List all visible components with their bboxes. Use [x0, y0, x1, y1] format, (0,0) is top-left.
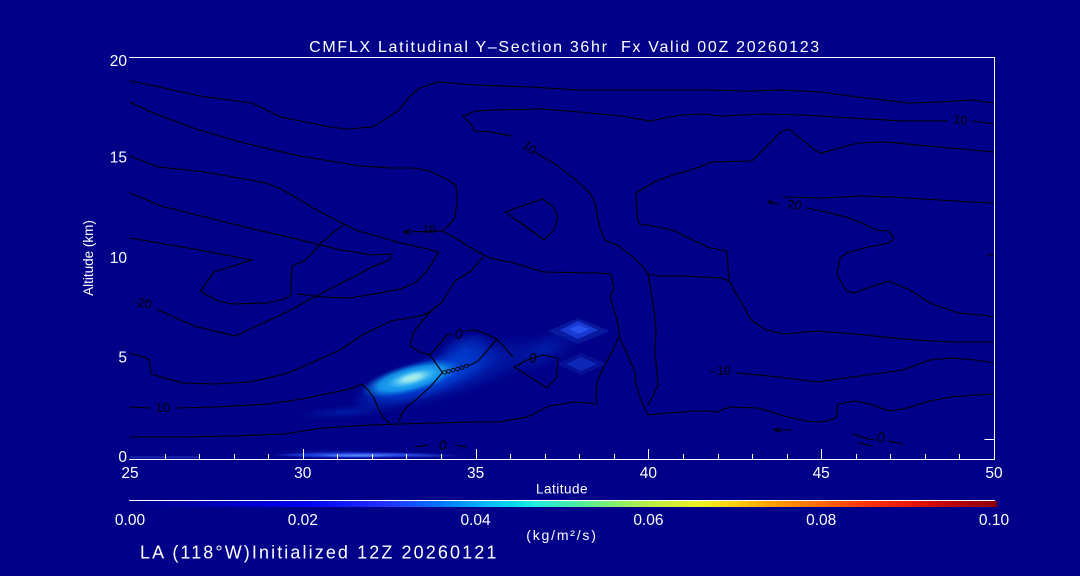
svg-text:10: 10	[520, 138, 540, 158]
svg-text:LA (118°W)Initialized 12Z 2026: LA (118°W)Initialized 12Z 20260121	[140, 543, 498, 563]
svg-text:5: 5	[118, 350, 127, 367]
svg-text:20: 20	[787, 197, 803, 213]
svg-text:10: 10	[110, 250, 128, 267]
svg-text:45: 45	[813, 465, 830, 482]
svg-text:15: 15	[110, 150, 127, 167]
svg-text:0.06: 0.06	[633, 512, 663, 529]
svg-text:10: 10	[156, 401, 170, 415]
svg-text:Latitude: Latitude	[536, 482, 588, 497]
svg-text:CMFLX Latitudinal Y–Section 36: CMFLX Latitudinal Y–Section 36hr Fx Vali…	[309, 39, 821, 56]
svg-text:0.00: 0.00	[115, 512, 146, 529]
svg-text:10: 10	[717, 364, 731, 378]
svg-text:0: 0	[118, 449, 127, 466]
svg-text:35: 35	[467, 465, 484, 482]
svg-text:0.08: 0.08	[806, 512, 836, 529]
svg-text:50: 50	[985, 465, 1003, 482]
svg-text:10: 10	[953, 112, 969, 128]
svg-text:Altitude (km): Altitude (km)	[81, 220, 96, 296]
svg-text:10: 10	[422, 223, 436, 236]
svg-text:30: 30	[294, 465, 312, 482]
svg-text:25: 25	[121, 465, 138, 482]
svg-text:0.02: 0.02	[288, 512, 318, 529]
svg-text:0.10: 0.10	[979, 512, 1010, 529]
svg-text:20: 20	[110, 53, 128, 70]
svg-text:40: 40	[640, 465, 658, 482]
svg-text:0.04: 0.04	[461, 512, 492, 529]
svg-text:(kg/m²/s): (kg/m²/s)	[526, 527, 597, 543]
svg-text:-20: -20	[133, 294, 154, 311]
